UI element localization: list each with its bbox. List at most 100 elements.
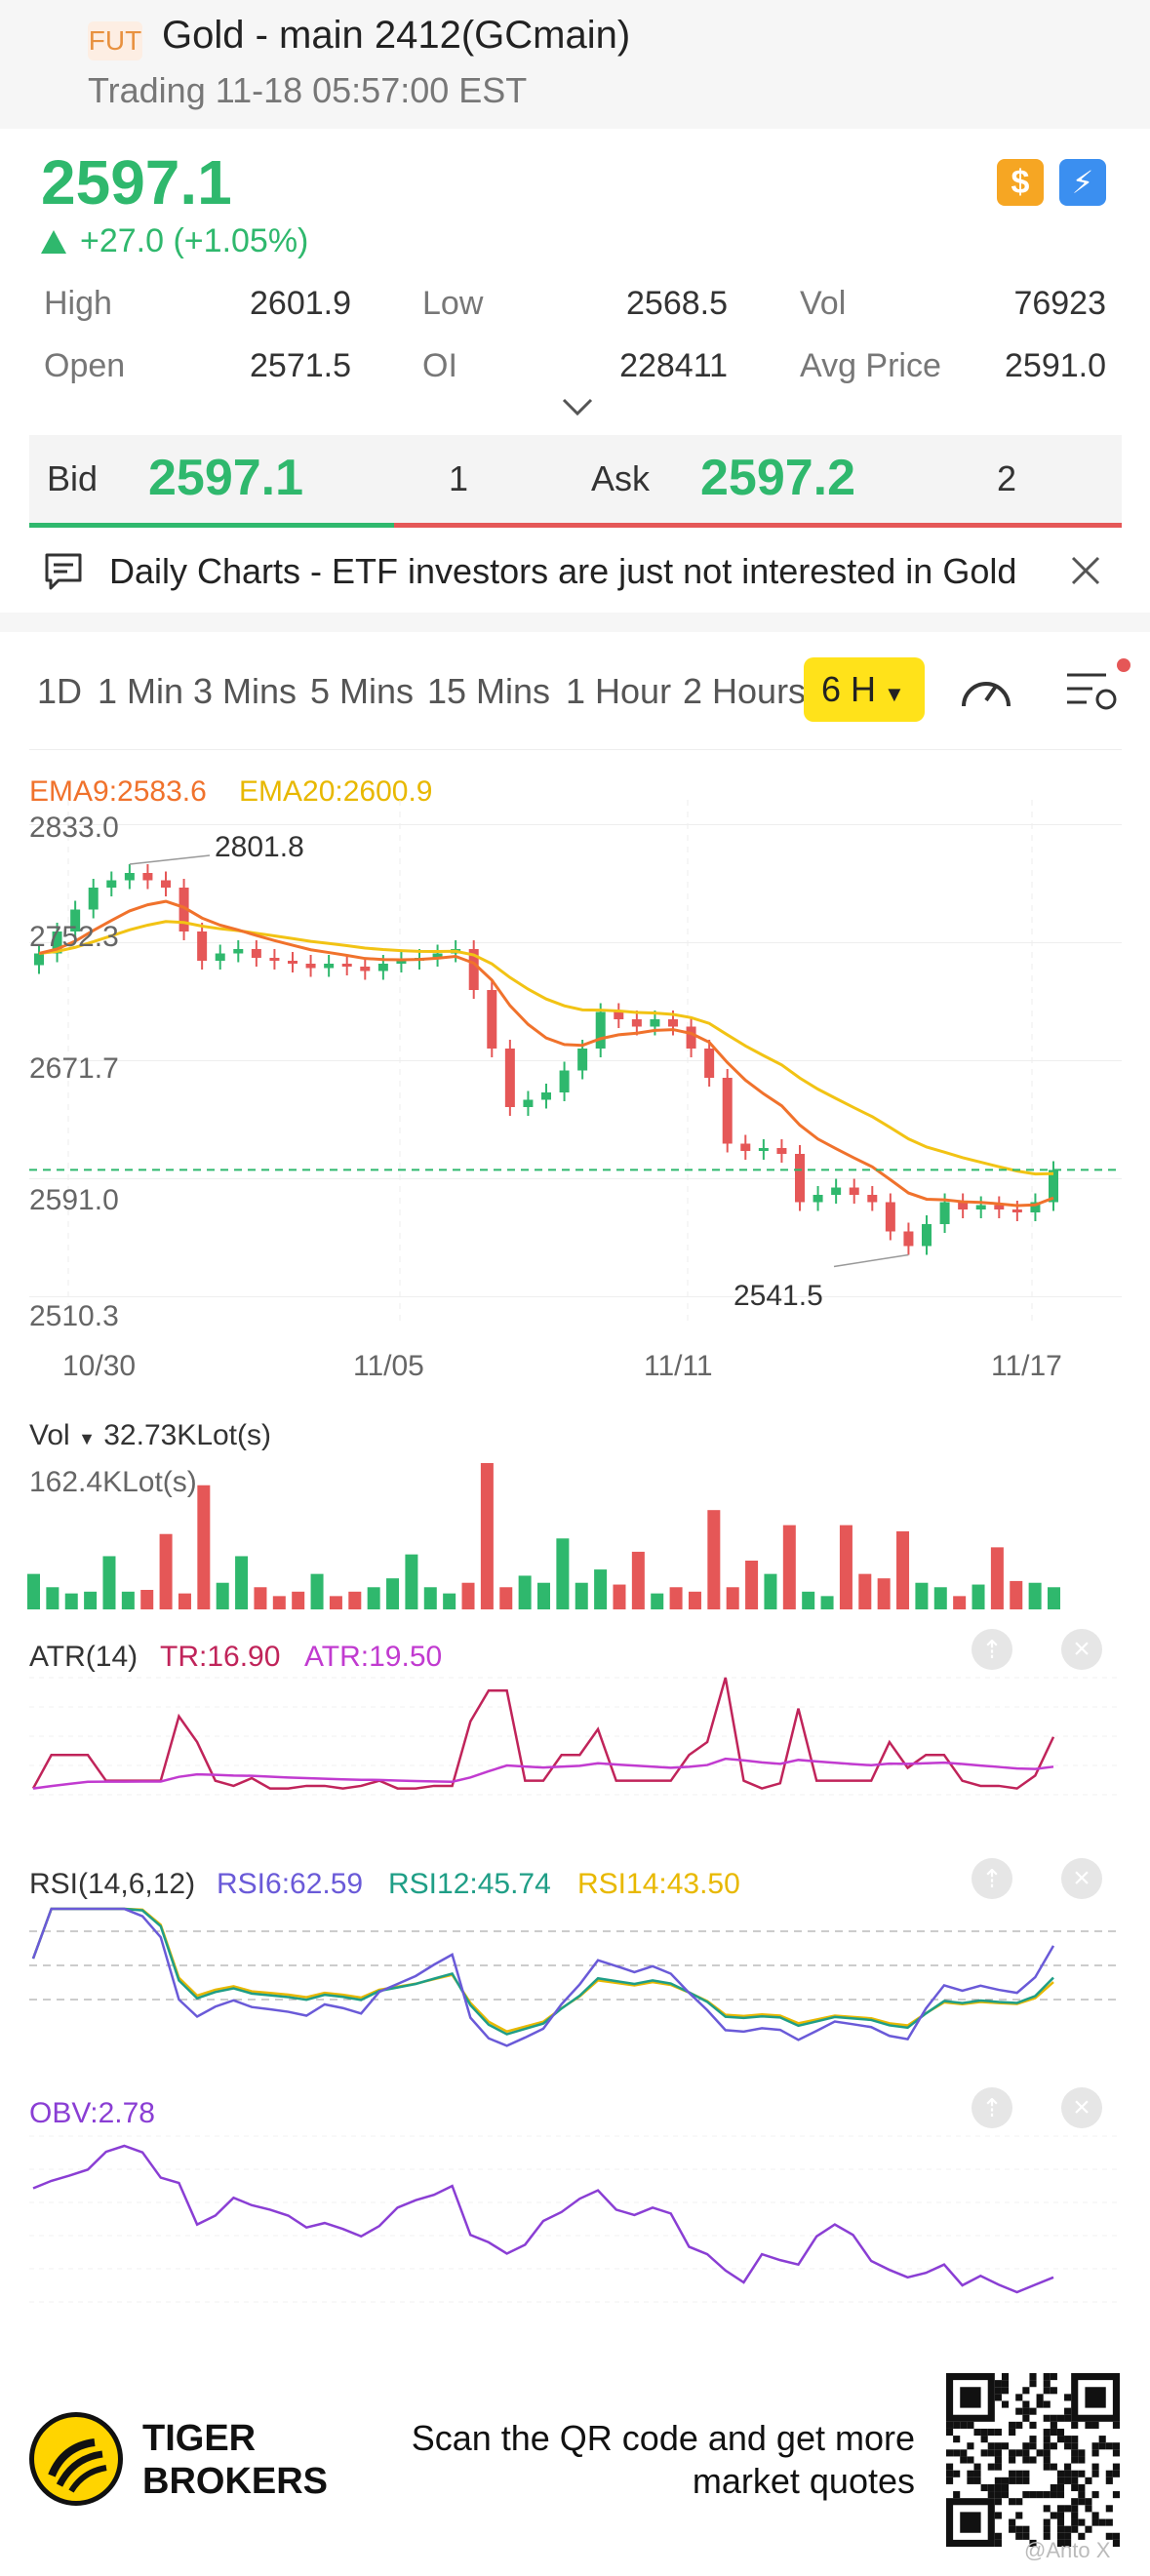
tab-5-mins[interactable]: 5 Mins xyxy=(310,671,415,711)
x-label-3: 11/11 xyxy=(644,1350,713,1382)
candle-body xyxy=(161,880,171,888)
qr-module xyxy=(1050,2442,1057,2450)
candle-body xyxy=(577,1049,588,1071)
qr-module xyxy=(1091,2442,1099,2450)
qr-module xyxy=(994,2394,1002,2401)
ask-strength-bar xyxy=(394,523,1122,528)
tab-1-hour[interactable]: 1 Hour xyxy=(566,671,672,711)
news-headline[interactable]: Daily Charts - ETF investors are just no… xyxy=(109,551,1017,591)
volume-bar xyxy=(518,1575,532,1609)
bid-price[interactable]: 2597.1 xyxy=(148,450,304,506)
rsi12-line xyxy=(31,1907,1054,2036)
candle-body xyxy=(215,953,225,961)
qr-module xyxy=(1043,2373,1051,2381)
qr-module xyxy=(1071,2449,1079,2457)
qr-module xyxy=(1071,2442,1079,2450)
qr-module xyxy=(1043,2491,1051,2499)
caret-down-icon: ▼ xyxy=(884,682,905,706)
qr-module xyxy=(1105,2518,1113,2526)
qr-module xyxy=(1043,2428,1051,2437)
close-indicator-icon[interactable]: × xyxy=(1061,1629,1102,1670)
qr-module xyxy=(1022,2470,1030,2477)
timeframe-tabs: 1D 1 Min 3 Mins 5 Mins 15 Mins 1 Hour 2 … xyxy=(0,654,1150,732)
qr-module xyxy=(1009,2525,1016,2533)
last-price: 2597.1 xyxy=(41,147,232,218)
bid-strength-bar xyxy=(29,523,394,528)
volume-bar xyxy=(46,1587,59,1609)
qr-module xyxy=(1064,2505,1072,2513)
pin-icon[interactable]: ⇡ xyxy=(972,1858,1012,1899)
volume-indicator-label[interactable]: Vol ▼ 32.73KLot(s) xyxy=(29,1419,271,1452)
tab-15-mins[interactable]: 15 Mins xyxy=(427,671,551,711)
candle-body xyxy=(994,1205,1005,1209)
volume-bar xyxy=(121,1591,135,1609)
qr-module xyxy=(1056,2505,1065,2513)
qr-module xyxy=(946,2428,954,2437)
qr-module xyxy=(1043,2456,1051,2464)
qr-module xyxy=(980,2436,988,2443)
pin-icon[interactable]: ⇡ xyxy=(972,1629,1012,1670)
close-indicator-icon[interactable]: × xyxy=(1061,2087,1102,2128)
qr-module xyxy=(1001,2442,1010,2450)
qr-module xyxy=(1009,2421,1016,2429)
gauge-icon[interactable] xyxy=(958,667,1014,714)
y-label-2: 2752.3 xyxy=(29,921,119,953)
qr-module xyxy=(1078,2532,1086,2540)
qr-module xyxy=(994,2380,1002,2388)
dollar-icon[interactable]: $ xyxy=(997,159,1044,206)
tab-1-min[interactable]: 1 Min xyxy=(98,671,184,711)
close-indicator-icon[interactable]: × xyxy=(1061,1858,1102,1899)
price-chart[interactable] xyxy=(0,800,1150,1346)
tab-3-mins[interactable]: 3 Mins xyxy=(193,671,297,711)
flash-icon[interactable]: ⚡ xyxy=(1059,159,1106,206)
qr-module xyxy=(1056,2428,1065,2437)
qr-module xyxy=(1001,2373,1010,2381)
qr-module xyxy=(1029,2380,1037,2388)
close-icon[interactable] xyxy=(1069,554,1102,587)
volume-value: 32.73KLot(s) xyxy=(103,1419,272,1451)
expand-chevron-icon[interactable] xyxy=(558,392,597,421)
brand-line-1: TIGER xyxy=(142,2418,257,2459)
bid-size: 1 xyxy=(449,458,469,498)
volume-bar xyxy=(1010,1580,1023,1609)
qr-code xyxy=(946,2373,1120,2547)
low-marker-label: 2541.5 xyxy=(734,1280,823,1312)
qr-module xyxy=(994,2539,1002,2547)
stat-value-low: 2568.5 xyxy=(626,285,728,322)
tab-6h-selected[interactable]: 6 H ▼ xyxy=(804,657,925,722)
tabs-divider xyxy=(29,749,1122,750)
obv-label: OBV:2.78 xyxy=(29,2097,155,2129)
qr-module xyxy=(1071,2470,1079,2477)
message-icon xyxy=(45,553,82,590)
stat-value-avg-price: 2591.0 xyxy=(1005,347,1106,384)
tab-2-hours[interactable]: 2 Hours xyxy=(683,671,807,711)
candle-body xyxy=(650,1019,660,1027)
volume-bar xyxy=(159,1533,173,1609)
candle-body xyxy=(631,1019,642,1027)
candle-body xyxy=(795,1154,805,1203)
qr-module xyxy=(1036,2491,1044,2499)
qr-module xyxy=(1064,2436,1072,2443)
x-label-2: 11/05 xyxy=(353,1350,424,1382)
candle-body xyxy=(34,953,44,966)
qr-module xyxy=(1098,2442,1106,2450)
volume-bar xyxy=(782,1525,796,1609)
tab-1d[interactable]: 1D xyxy=(37,671,83,711)
pin-icon[interactable]: ⇡ xyxy=(972,2087,1012,2128)
volume-bar xyxy=(461,1582,475,1609)
stat-label-open: Open xyxy=(44,347,126,384)
qr-module xyxy=(967,2456,974,2464)
ask-label: Ask xyxy=(591,458,651,498)
qr-module xyxy=(973,2470,981,2477)
ask-price[interactable]: 2597.2 xyxy=(700,450,856,506)
qr-module xyxy=(953,2449,961,2457)
qr-module xyxy=(1071,2505,1079,2513)
candle-body xyxy=(468,949,479,990)
candle-body xyxy=(52,931,62,954)
qr-module xyxy=(1112,2539,1120,2547)
chart-settings-icon[interactable] xyxy=(1063,658,1130,714)
news-banner[interactable]: Daily Charts - ETF investors are just no… xyxy=(29,536,1122,605)
candle-body xyxy=(396,961,407,964)
watermark: @Anto X xyxy=(1024,2538,1111,2562)
brand-line-2: BROKERS xyxy=(142,2461,329,2502)
